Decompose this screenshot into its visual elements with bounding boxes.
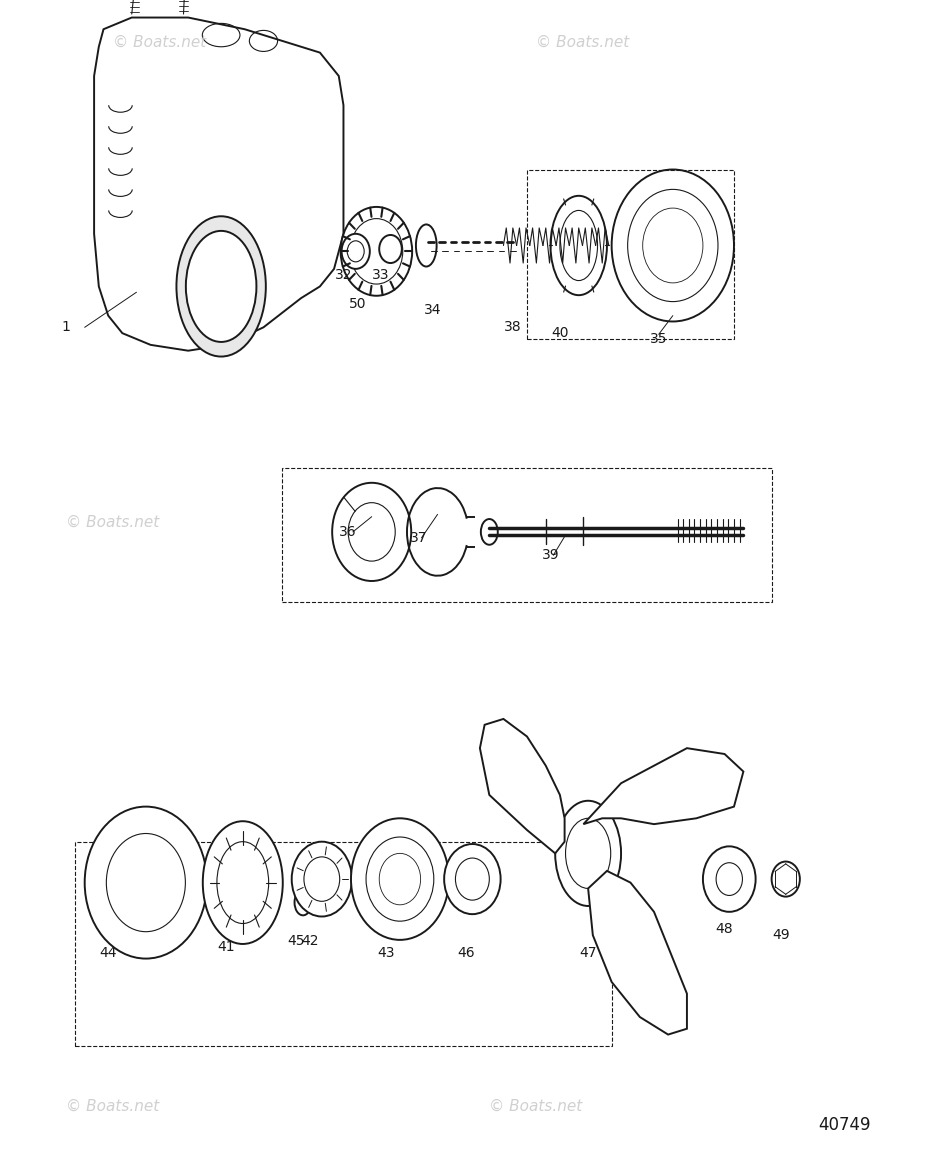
Text: 48: 48	[716, 922, 733, 936]
Polygon shape	[583, 748, 743, 824]
Ellipse shape	[177, 216, 265, 357]
Ellipse shape	[416, 224, 437, 267]
Text: 44: 44	[100, 946, 117, 960]
Circle shape	[292, 842, 352, 916]
Circle shape	[772, 862, 800, 897]
Ellipse shape	[203, 821, 283, 945]
Circle shape	[612, 170, 734, 321]
Circle shape	[379, 235, 402, 263]
Text: © Boats.net: © Boats.net	[536, 35, 630, 50]
Text: 38: 38	[504, 320, 521, 334]
Text: © Boats.net: © Boats.net	[489, 1099, 582, 1114]
Text: 34: 34	[424, 303, 441, 317]
Polygon shape	[94, 18, 343, 351]
Text: 33: 33	[373, 268, 390, 282]
Circle shape	[341, 207, 412, 296]
Ellipse shape	[550, 196, 607, 296]
Text: © Boats.net: © Boats.net	[66, 514, 159, 530]
Text: 43: 43	[377, 946, 394, 960]
Bar	[75, 842, 612, 1046]
Circle shape	[351, 818, 449, 940]
Ellipse shape	[555, 801, 621, 906]
Text: 40749: 40749	[819, 1116, 871, 1134]
Text: 40: 40	[551, 326, 568, 340]
Ellipse shape	[295, 890, 311, 915]
Text: 35: 35	[650, 332, 667, 346]
Text: 45: 45	[288, 934, 305, 948]
Text: © Boats.net: © Boats.net	[66, 1099, 159, 1114]
Text: 1: 1	[61, 320, 71, 334]
Text: 39: 39	[542, 548, 559, 562]
Bar	[527, 170, 734, 339]
Text: 50: 50	[349, 297, 366, 311]
Text: 49: 49	[773, 928, 789, 942]
Circle shape	[332, 483, 411, 581]
Text: 46: 46	[457, 946, 474, 960]
Text: 41: 41	[217, 940, 234, 954]
Text: 36: 36	[340, 525, 357, 539]
Ellipse shape	[185, 231, 256, 343]
Ellipse shape	[481, 519, 498, 545]
Circle shape	[703, 846, 756, 912]
Text: 47: 47	[580, 946, 597, 960]
Text: © Boats.net: © Boats.net	[113, 35, 206, 50]
Text: 42: 42	[302, 934, 319, 948]
Circle shape	[85, 807, 207, 959]
Polygon shape	[588, 871, 687, 1035]
Circle shape	[342, 234, 370, 269]
Bar	[282, 468, 772, 602]
Text: 32: 32	[335, 268, 352, 282]
Text: 37: 37	[410, 531, 427, 545]
Polygon shape	[480, 719, 565, 853]
Circle shape	[444, 844, 501, 914]
